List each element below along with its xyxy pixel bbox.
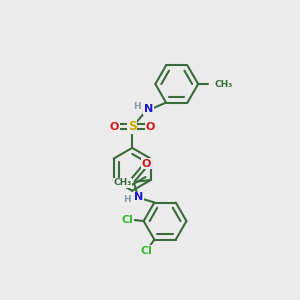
Text: CH₃: CH₃ [214,80,233,88]
Text: Cl: Cl [122,214,133,224]
Text: CH₃: CH₃ [113,178,131,188]
Text: H: H [123,195,131,204]
Text: O: O [110,122,119,131]
Text: S: S [128,120,137,133]
Text: Cl: Cl [140,246,152,256]
Text: H: H [134,102,141,111]
Text: O: O [145,122,155,131]
Text: O: O [142,159,151,169]
Text: N: N [134,192,143,202]
Text: N: N [144,104,153,114]
